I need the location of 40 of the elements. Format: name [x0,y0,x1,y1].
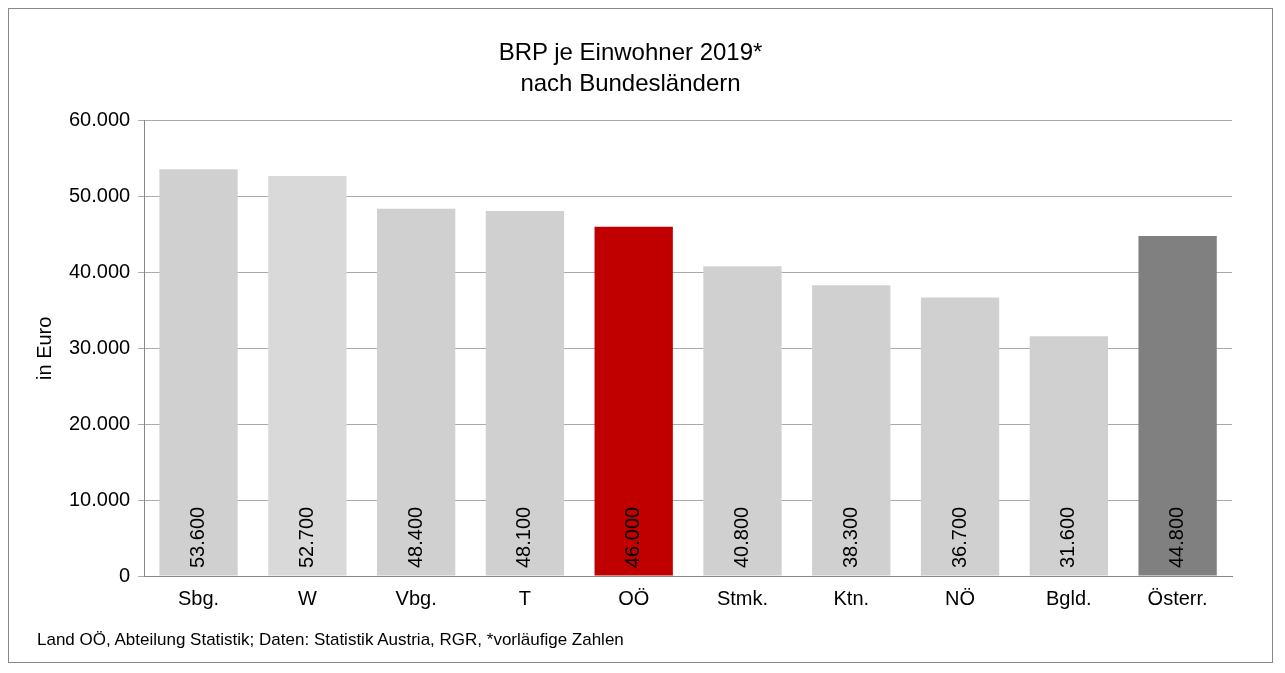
y-axis-title: in Euro [32,316,55,380]
chart-subtitle: nach Bundesländern [520,68,741,96]
data-label: 53.600 [186,506,209,568]
x-tick-label: Stmk. [716,586,769,609]
x-tick-label: NÖ [945,586,976,609]
y-tick-label: 0 [119,563,131,586]
bar [485,210,565,576]
x-tick-label: T [518,586,532,609]
data-label: 44.800 [1165,506,1188,568]
text: Land OÖ, Abteilung Statistik; Daten: Statistik Austria, RGR, *vorläufige Zahlen [37,630,624,650]
bar [1029,336,1108,576]
data-label: 38.300 [838,506,861,568]
x-tick-label: W [297,586,317,609]
bar [594,226,673,576]
bar [376,208,456,576]
x-tick-label: Österr. [1147,586,1208,609]
y-tick-label: 40.000 [69,259,131,282]
chart-title: BRP je Einwohner 2019* [498,38,763,66]
bar [268,176,347,576]
data-label: 48.100 [512,506,535,568]
data-label: 48.400 [403,506,426,568]
data-label: 52.700 [294,506,317,568]
x-tick-label: Bgld. [1046,586,1092,609]
y-tick-label: 10.000 [69,487,131,510]
y-tick-label: 30.000 [69,335,131,358]
y-tick-label: 20.000 [69,411,131,434]
y-tick-label: 50.000 [69,184,131,207]
x-tick-label: Sbg. [177,586,220,609]
data-label: 36.700 [947,506,970,568]
data-label: 46.000 [621,506,644,568]
x-tick-label: Ktn. [833,586,870,609]
bar [812,285,891,576]
bar [159,169,238,576]
x-tick-label: OÖ [618,586,650,609]
y-tick-label: 60.000 [69,108,131,131]
x-tick-label: Vbg. [395,586,437,609]
data-label: 40.800 [729,506,752,568]
data-label: 31.600 [1056,506,1079,568]
bar [920,297,1000,576]
bar [703,266,782,576]
